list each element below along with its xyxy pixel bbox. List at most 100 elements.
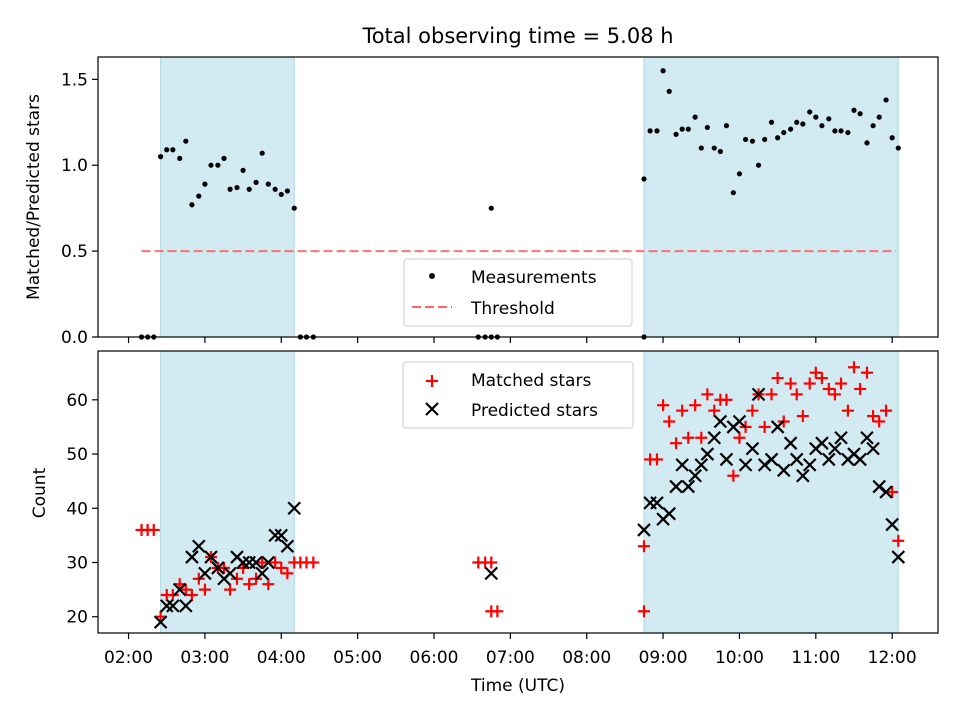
predicted-point [172, 582, 187, 597]
matched-point [841, 404, 854, 417]
measurement-point [807, 109, 813, 115]
predicted-point [287, 501, 302, 516]
legend-predicted-marker [425, 402, 439, 416]
measurement-point [183, 138, 189, 144]
counts-series [135, 361, 906, 629]
predicted-point [694, 458, 709, 472]
matched-point [727, 469, 740, 482]
predicted-point [255, 566, 269, 581]
measurement-point [685, 126, 691, 132]
predicted-point [738, 458, 753, 472]
bottom-panel-frame [97, 350, 939, 634]
measurement-point [679, 126, 685, 132]
top-ytick-label: 1.0 [61, 156, 88, 176]
predicted-point [802, 458, 817, 472]
measurement-point [838, 128, 844, 134]
predicted-point [776, 463, 791, 478]
top-panel: 0.0 0.5 1.0 1.5 Matched/Predicted stars Mea… [24, 56, 939, 348]
bottom-axis-ticks: 20 30 40 50 60 [66, 391, 893, 639]
bot-ytick-label: 30 [66, 554, 88, 574]
measurement-point [488, 205, 494, 211]
measurement-point [189, 202, 195, 208]
chart-title: Total observing time = 5.08 h [361, 24, 673, 48]
measurement-point [826, 116, 832, 122]
predicted-point [484, 566, 499, 581]
predicted-point [249, 555, 263, 570]
matched-point [708, 404, 721, 417]
matched-point [873, 415, 886, 428]
matched-point [243, 578, 256, 591]
predicted-point [860, 430, 874, 445]
measurement-point [711, 145, 717, 151]
matched-point [758, 420, 771, 433]
predicted-point [815, 436, 829, 450]
measurement-point [755, 162, 762, 168]
measurement-point [246, 186, 252, 192]
measurement-point [788, 126, 794, 132]
matched-point [682, 431, 695, 444]
legend-predicted-label: Predicted stars [471, 401, 598, 421]
xtick-label: 07:00 [486, 648, 535, 668]
matched-point [867, 410, 880, 423]
matched-point [638, 540, 650, 553]
predicted-point [261, 555, 276, 570]
xtick-label: 08:00 [562, 648, 611, 668]
measurement-point [196, 193, 202, 199]
measurement-point [641, 176, 647, 182]
matched-point [746, 404, 759, 417]
top-legend-box [403, 258, 633, 327]
predicted-point [179, 599, 193, 613]
measurement-point [660, 68, 666, 74]
matched-point [803, 377, 816, 390]
matched-point [670, 437, 683, 450]
predicted-point [185, 550, 199, 564]
xtick-label: 09:00 [639, 648, 688, 668]
matched-point [650, 453, 663, 466]
measurement-point [851, 107, 857, 113]
top-observing-window [643, 56, 899, 338]
predicted-point [732, 414, 747, 429]
measurement-point [654, 128, 660, 134]
measurement-point [883, 97, 889, 103]
matched-point [638, 605, 650, 618]
xtick-label: 06:00 [410, 648, 459, 668]
measurement-point [775, 135, 781, 141]
measurement-point [845, 129, 851, 136]
top-legend: Measurements Threshold [403, 258, 633, 327]
xtick-label: 05:00 [333, 648, 382, 668]
predicted-point [713, 414, 728, 429]
predicted-point [166, 599, 180, 613]
matched-point [796, 410, 809, 423]
predicted-point [796, 468, 810, 483]
predicted-point [204, 550, 218, 564]
matched-point [307, 556, 320, 569]
predicted-point [770, 420, 785, 434]
measurement-point [781, 129, 787, 136]
measurement-point [692, 114, 698, 120]
measurement-point [265, 181, 271, 187]
measurement-point [749, 138, 756, 144]
measurement-point [857, 111, 863, 117]
legend-threshold-label: Threshold [470, 299, 555, 319]
bottom-ylabel: Count [30, 467, 50, 518]
predicted-point [828, 441, 842, 456]
measurement-point [227, 186, 233, 192]
measurement-point [813, 114, 819, 120]
measurement-point [717, 148, 723, 155]
matched-point [815, 372, 828, 385]
measurement-point [889, 135, 895, 141]
x-axis-ticks: 02:00 03:00 04:00 05:00 06:00 07:00 08:00 09:00… [104, 648, 917, 668]
predicted-point [159, 599, 174, 613]
matched-point [886, 486, 899, 498]
matched-point [676, 404, 689, 417]
matched-point [147, 523, 160, 536]
measurement-point [864, 140, 870, 146]
matched-point [275, 561, 288, 574]
measurement-point [832, 128, 838, 134]
predicted-point [650, 496, 664, 510]
measurement-point [768, 119, 775, 125]
matched-point [224, 583, 237, 596]
matched-point [880, 404, 893, 417]
measurement-point [762, 136, 768, 143]
xtick-label: 11:00 [791, 648, 840, 668]
